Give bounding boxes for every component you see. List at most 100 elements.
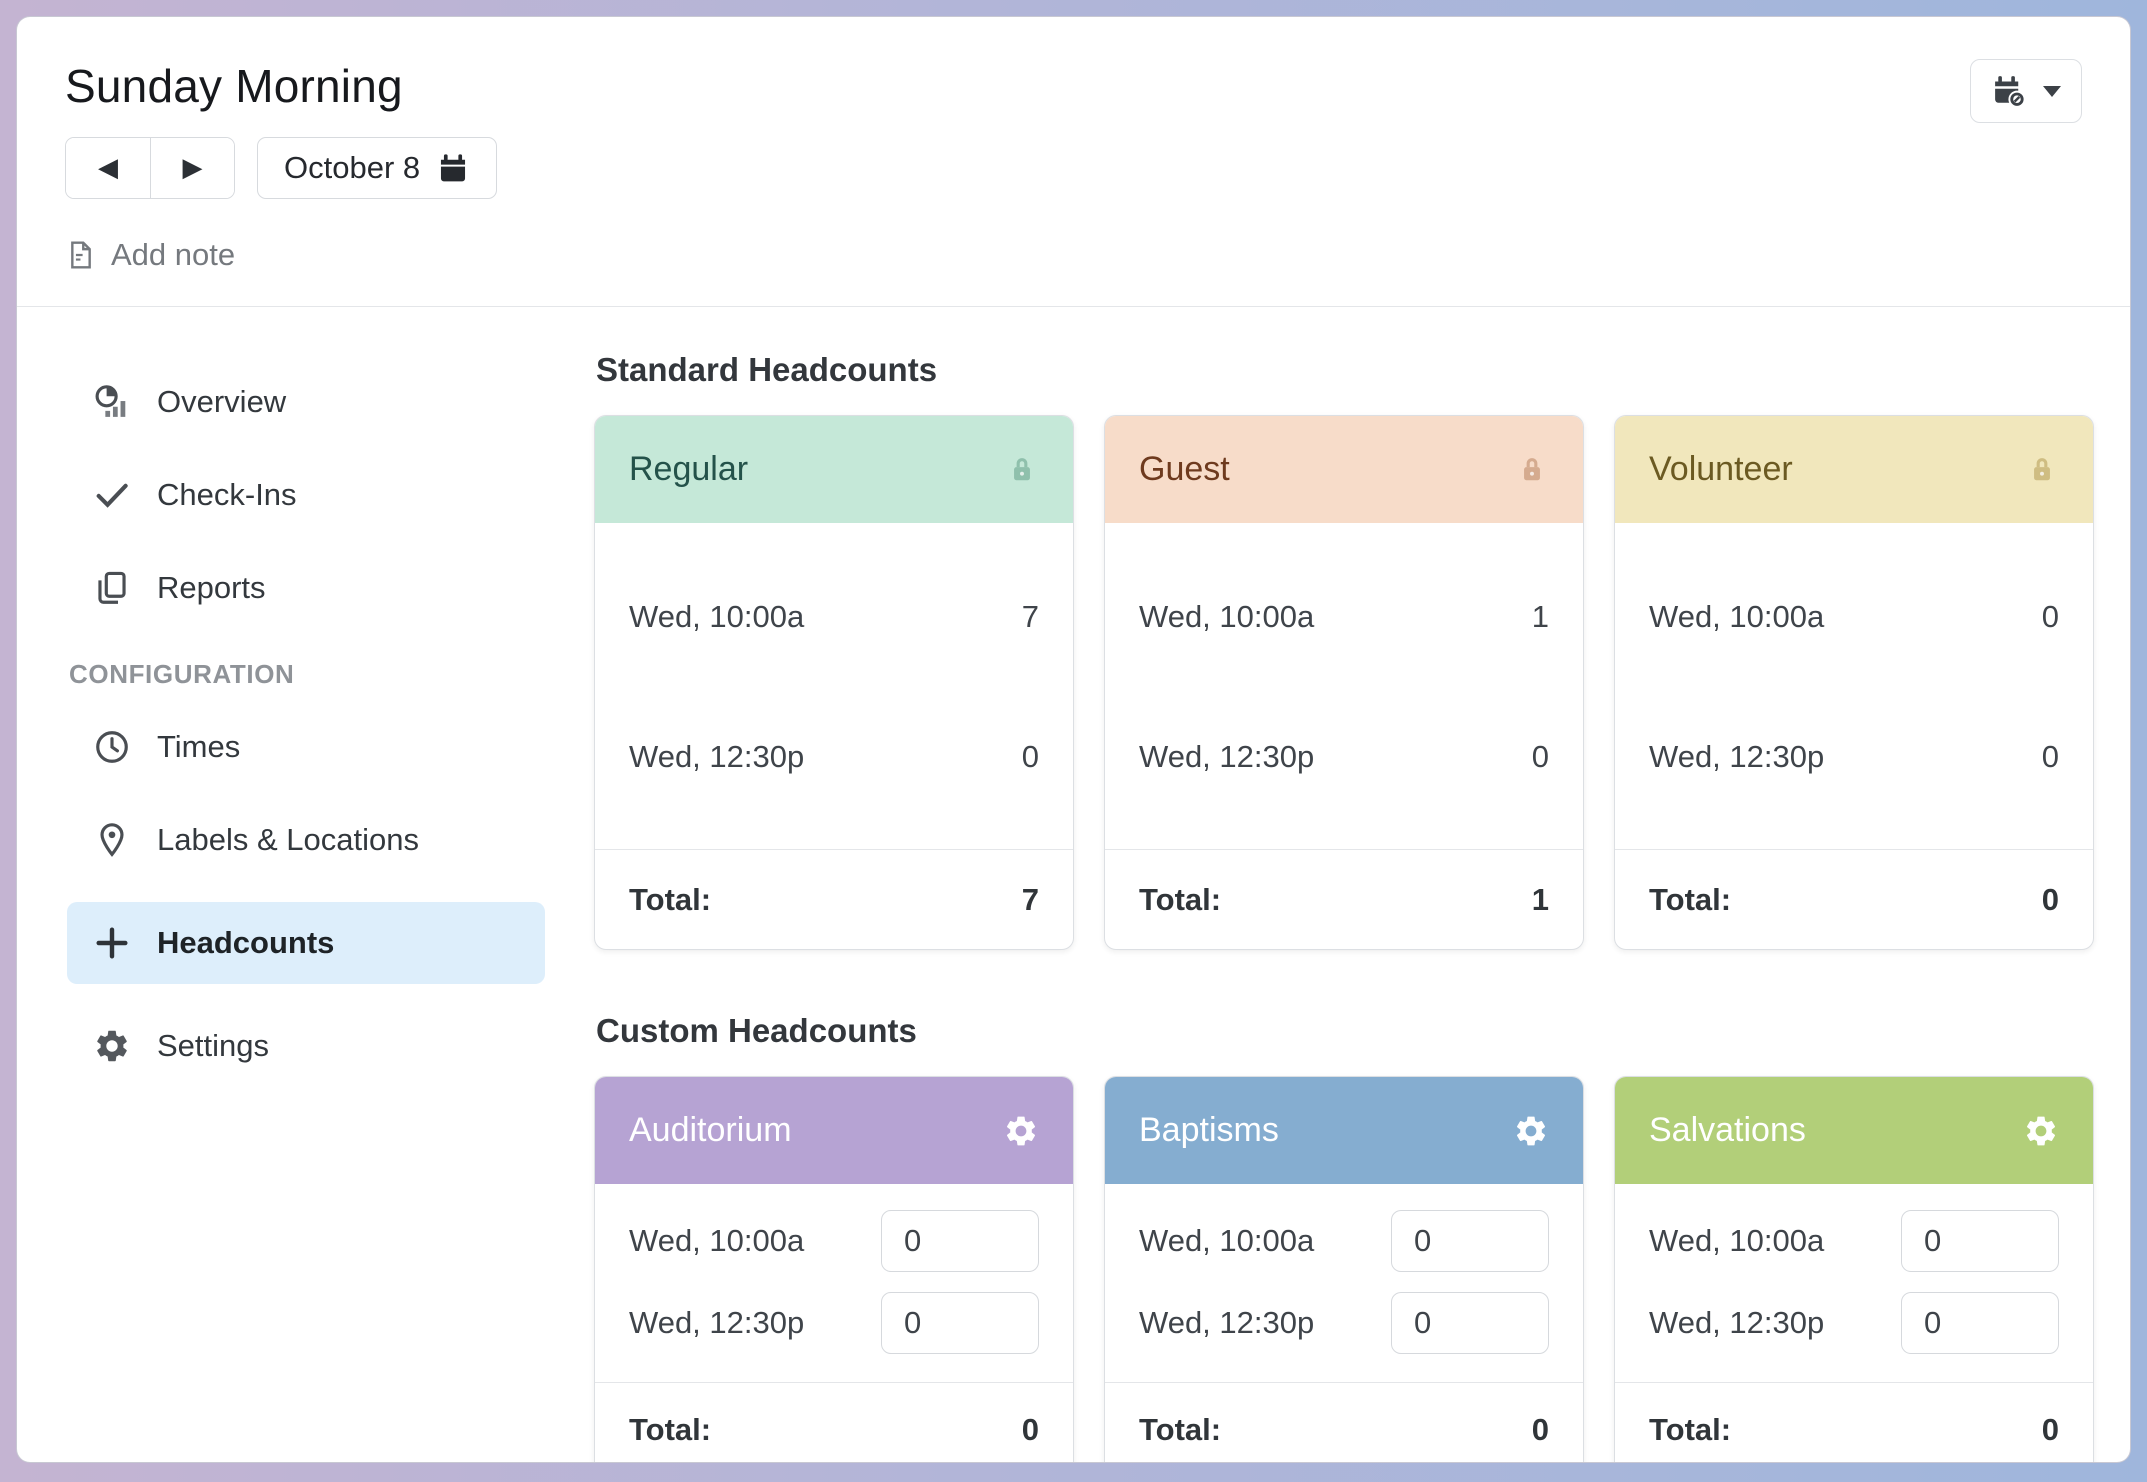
card-header: Volunteer [1615, 416, 2093, 523]
content-area: Overview Check-Ins Reports [17, 307, 2130, 1462]
time-label: Wed, 10:00a [1649, 1223, 1825, 1258]
sidebar-item-label: Settings [157, 1028, 270, 1063]
card-body: Wed, 10:00a 0 Wed, 12:30p 0 [1615, 523, 2093, 849]
total-label: Total: [1139, 1411, 1222, 1447]
time-label: Wed, 10:00a [629, 1223, 805, 1258]
calendar-link-icon [1991, 72, 2029, 110]
total-value: 0 [2041, 1411, 2059, 1447]
card-total-row: Total: 0 [1105, 1382, 1583, 1462]
custom-headcounts-heading: Custom Headcounts [596, 1012, 917, 1049]
card-body: Wed, 10:00a Wed, 12:30p [595, 1184, 1073, 1382]
note-icon [65, 239, 97, 271]
add-note-link[interactable]: Add note [65, 237, 235, 273]
card-body: Wed, 10:00a 1 Wed, 12:30p 0 [1105, 523, 1583, 849]
card-body: Wed, 10:00a Wed, 12:30p [1105, 1184, 1583, 1382]
location-pin-icon [93, 821, 131, 859]
headcount-input[interactable] [881, 1210, 1039, 1272]
total-label: Total: [1139, 881, 1222, 917]
sidebar: Overview Check-Ins Reports [17, 307, 562, 1462]
card-total-row: Total: 0 [595, 1382, 1073, 1462]
headcount-row: Wed, 12:30p 0 [629, 687, 1039, 827]
card-title: Salvations [1649, 1111, 1806, 1149]
card-title: Baptisms [1139, 1111, 1279, 1149]
headcount-input[interactable] [1391, 1292, 1549, 1354]
event-header: Sunday Morning ◀ ▶ October 8 [17, 17, 2130, 307]
time-label: Wed, 12:30p [1649, 739, 1825, 774]
headcount-value: 0 [1531, 739, 1549, 774]
headcount-row: Wed, 12:30p [1139, 1292, 1549, 1354]
sidebar-item-label: Times [157, 729, 241, 764]
date-picker-button[interactable]: October 8 [257, 137, 498, 199]
prev-date-button[interactable]: ◀ [66, 138, 150, 198]
sidebar-item-labels-locations[interactable]: Labels & Locations [67, 809, 545, 871]
sidebar-item-label: Labels & Locations [157, 822, 419, 857]
headcount-row: Wed, 10:00a 1 [1139, 547, 1549, 687]
headcount-card-volunteer: Volunteer Wed, 10:00a 0 [1614, 415, 2094, 950]
overview-chart-icon [93, 383, 131, 421]
headcount-card-baptisms: Baptisms Wed, 10:00a We [1104, 1076, 1584, 1462]
sidebar-item-headcounts[interactable]: Headcounts [67, 902, 545, 984]
headcount-row: Wed, 10:00a [1649, 1210, 2059, 1272]
date-nav: ◀ ▶ [65, 137, 235, 199]
headcount-value: 1 [1531, 599, 1549, 634]
sidebar-item-settings[interactable]: Settings [67, 1015, 545, 1077]
calendar-link-button[interactable] [1970, 59, 2082, 123]
standard-headcounts-cards: Regular Wed, 10:00a 7 [594, 415, 2094, 950]
headcount-input[interactable] [1901, 1210, 2059, 1272]
date-label: October 8 [284, 150, 421, 185]
sidebar-item-check-ins[interactable]: Check-Ins [67, 464, 545, 526]
time-label: Wed, 12:30p [1649, 1305, 1825, 1340]
headcount-row: Wed, 12:30p 0 [1649, 687, 2059, 827]
card-total-row: Total: 0 [1615, 849, 2093, 949]
gear-icon[interactable] [1003, 1113, 1039, 1149]
total-value: 7 [1021, 881, 1039, 917]
card-total-row: Total: 0 [1615, 1382, 2093, 1462]
sidebar-item-label: Headcounts [157, 925, 335, 960]
headcount-card-salvations: Salvations Wed, 10:00a [1614, 1076, 2094, 1462]
total-label: Total: [629, 881, 712, 917]
headcount-card-auditorium: Auditorium Wed, 10:00a [594, 1076, 1074, 1462]
headcount-value: 0 [1021, 739, 1039, 774]
total-value: 0 [1021, 1411, 1039, 1447]
date-controls: ◀ ▶ October 8 [65, 137, 2082, 199]
lock-icon [2025, 453, 2059, 487]
clock-icon [93, 728, 131, 766]
card-title: Volunteer [1649, 450, 1793, 488]
calendar-icon [436, 151, 470, 185]
card-body: Wed, 10:00a Wed, 12:30p [1615, 1184, 2093, 1382]
headcount-card-guest: Guest Wed, 10:00a 1 [1104, 415, 1584, 950]
next-date-button[interactable]: ▶ [150, 138, 234, 198]
custom-headcounts-cards: Auditorium Wed, 10:00a [594, 1076, 2094, 1462]
card-total-row: Total: 7 [595, 849, 1073, 949]
gear-icon[interactable] [2023, 1113, 2059, 1149]
headcount-row: Wed, 12:30p 0 [1139, 687, 1549, 827]
headcount-input[interactable] [1901, 1292, 2059, 1354]
headcount-input[interactable] [881, 1292, 1039, 1354]
time-label: Wed, 10:00a [1649, 599, 1825, 634]
gear-icon [93, 1027, 131, 1065]
card-total-row: Total: 1 [1105, 849, 1583, 949]
card-body: Wed, 10:00a 7 Wed, 12:30p 0 [595, 523, 1073, 849]
card-header: Auditorium [595, 1077, 1073, 1184]
sidebar-item-overview[interactable]: Overview [67, 371, 545, 433]
headcount-value: 0 [2041, 739, 2059, 774]
total-label: Total: [1649, 1411, 1732, 1447]
headcount-value: 7 [1021, 599, 1039, 634]
headcount-input[interactable] [1391, 1210, 1549, 1272]
card-header: Guest [1105, 416, 1583, 523]
gear-icon[interactable] [1513, 1113, 1549, 1149]
time-label: Wed, 10:00a [1139, 1223, 1315, 1258]
headcount-card-regular: Regular Wed, 10:00a 7 [594, 415, 1074, 950]
plus-icon [93, 924, 131, 962]
time-label: Wed, 12:30p [1139, 739, 1315, 774]
total-value: 0 [1531, 1411, 1549, 1447]
page-title: Sunday Morning [65, 60, 403, 112]
card-header: Baptisms [1105, 1077, 1583, 1184]
total-label: Total: [1649, 881, 1732, 917]
headcount-row: Wed, 10:00a [629, 1210, 1039, 1272]
reports-icon [93, 569, 131, 607]
sidebar-item-times[interactable]: Times [67, 716, 545, 778]
sidebar-item-reports[interactable]: Reports [67, 557, 545, 619]
check-icon [93, 476, 131, 514]
lock-icon [1005, 453, 1039, 487]
